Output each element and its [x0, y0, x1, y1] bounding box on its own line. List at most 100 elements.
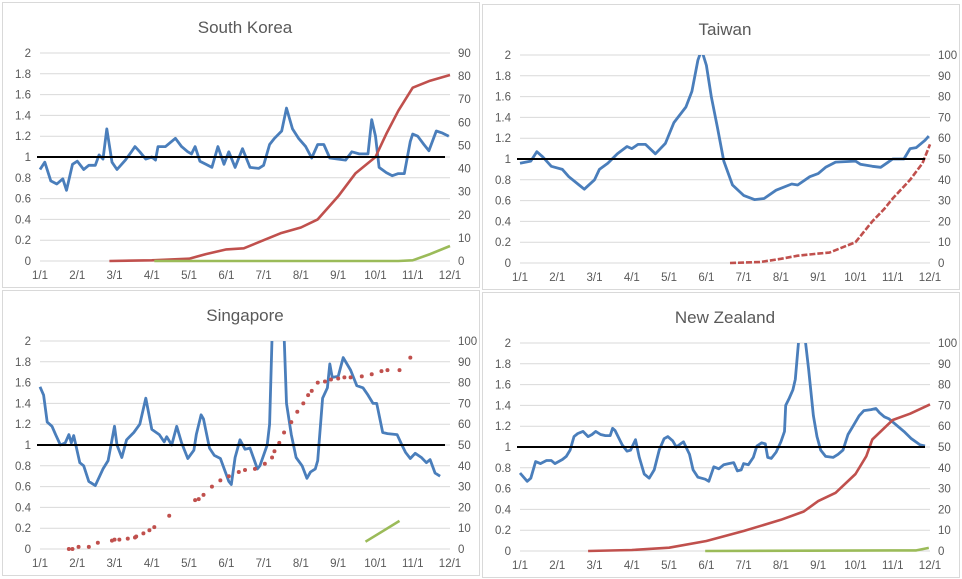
y-left-tick-label: 1.4: [15, 110, 32, 122]
chart-title: Singapore: [206, 306, 284, 325]
x-tick-label: 12/1: [919, 272, 941, 284]
x-tick-label: 3/1: [587, 272, 603, 284]
x-tick-label: 11/1: [402, 558, 424, 570]
x-tick-label: 10/1: [364, 270, 386, 282]
series-1-point: [385, 368, 390, 373]
x-tick-label: 4/1: [624, 272, 640, 284]
y-right-tick-label: 90: [458, 48, 471, 60]
y-left-tick-label: 1.2: [495, 133, 511, 145]
x-tick-label: 12/1: [919, 560, 941, 572]
x-tick-label: 9/1: [810, 560, 826, 572]
y-right-tick-label: 40: [938, 463, 951, 475]
y-left-tick-label: 1: [25, 440, 31, 452]
series-1-point: [369, 372, 374, 377]
chart-taiwan: Taiwan 0 0.2 0.4 0.6 0.8 1 1.2 1.4 1.6 1.8 2 0 10 20 30…: [482, 4, 960, 290]
series-1-point: [309, 388, 314, 393]
y-left-tick-label: 1: [25, 152, 31, 164]
y-right-tick-label: 20: [458, 210, 471, 222]
y-right-tick-label: 0: [938, 258, 944, 270]
x-tick-label: 2/1: [69, 558, 85, 570]
y-right-tick-label: 20: [938, 504, 951, 516]
y-right-tick-label: 70: [938, 112, 951, 124]
x-tick-label: 2/1: [549, 272, 565, 284]
y-right-tick-label: 30: [458, 482, 471, 494]
y-right-tick-label: 80: [458, 71, 471, 83]
x-tick-label: 3/1: [587, 560, 603, 572]
y-left-tick-label: 0.6: [15, 194, 31, 206]
y-left-tick-label: 1.2: [495, 421, 511, 433]
y-left-tick-label: 1.6: [15, 90, 31, 102]
y-left-tick-label: 0.8: [15, 173, 31, 185]
series-1-point: [301, 401, 306, 406]
y-right-tick-label: 10: [938, 237, 951, 249]
y-right-tick-label: 70: [458, 94, 471, 106]
series-1-point: [117, 537, 122, 542]
x-tick-label: 1/1: [512, 272, 528, 284]
x-tick-label: 4/1: [624, 560, 640, 572]
series-1-point: [289, 420, 294, 425]
y-right-tick-label: 50: [938, 442, 951, 454]
y-left-tick-label: 1.6: [495, 92, 511, 104]
y-right-tick-label: 100: [938, 50, 957, 62]
y-right-tick-label: 80: [458, 378, 471, 390]
y-left-tick-label: 0: [25, 544, 31, 556]
y-right-tick-label: 20: [938, 216, 951, 228]
chart-svg: New Zealand00.20.40.60.811.21.41.61.8201…: [495, 308, 957, 572]
y-right-tick-label: 100: [938, 338, 957, 350]
y-right-tick-label: 50: [458, 440, 471, 452]
y-right-tick-label: 0: [938, 546, 944, 558]
series-1-point: [306, 393, 311, 398]
y-left-tick-label: 0.4: [15, 502, 32, 514]
chart-title: South Korea: [198, 18, 293, 37]
y-left-tick-label: 1.2: [15, 419, 31, 431]
y-left-tick-label: 0.2: [495, 525, 511, 537]
series-1-point: [141, 531, 146, 536]
y-left-tick-label: 0: [505, 546, 511, 558]
y-right-tick-label: 10: [458, 233, 471, 245]
y-right-tick-label: 40: [458, 164, 471, 176]
y-left-tick-label: 1.8: [15, 69, 31, 81]
y-right-tick-label: 30: [938, 484, 951, 496]
x-tick-label: 1/1: [512, 560, 528, 572]
x-tick-label: 12/1: [439, 270, 461, 282]
y-right-tick-label: 40: [458, 461, 471, 473]
series-1-point: [226, 474, 231, 479]
y-right-tick-label: 60: [458, 419, 471, 431]
y-left-tick-label: 2: [25, 48, 31, 60]
series-1-point: [152, 525, 157, 530]
x-tick-label: 1/1: [32, 558, 48, 570]
y-right-tick-label: 90: [458, 357, 471, 369]
x-tick-label: 8/1: [773, 560, 789, 572]
series-1-point: [196, 497, 201, 502]
x-tick-label: 10/1: [844, 272, 866, 284]
plot-area: [518, 343, 931, 553]
y-left-tick-label: 1.8: [495, 71, 511, 83]
y-right-tick-label: 50: [938, 154, 951, 166]
y-left-tick-label: 1: [505, 442, 511, 454]
series-1-point: [342, 375, 347, 380]
y-right-tick-label: 80: [938, 380, 951, 392]
y-left-tick-label: 1.4: [495, 400, 512, 412]
series-1-point: [315, 380, 320, 385]
x-tick-label: 6/1: [698, 560, 714, 572]
series-1-point: [322, 379, 327, 384]
series-0-line: [518, 343, 926, 483]
x-tick-label: 7/1: [256, 558, 272, 570]
series-1-point: [76, 544, 81, 549]
chart-new-zealand: New Zealand 0 0.2 0.4 0.6 0.8 1 1.2 1.4 1.6 1.8 2 0 1…: [482, 292, 960, 578]
y-right-tick-label: 50: [458, 140, 471, 152]
series-1-point: [295, 409, 300, 414]
x-tick-label: 9/1: [810, 272, 826, 284]
x-tick-label: 7/1: [736, 560, 752, 572]
series-1-point: [252, 466, 257, 471]
series-1-point: [236, 470, 241, 475]
series-1-point: [270, 455, 275, 460]
series-1-point: [125, 536, 130, 541]
y-right-tick-label: 60: [938, 421, 951, 433]
chart-svg: South Korea00.20.40.60.811.21.41.61.8201…: [15, 18, 471, 282]
y-right-tick-label: 70: [938, 400, 951, 412]
y-left-tick-label: 2: [25, 336, 31, 348]
x-tick-label: 8/1: [773, 272, 789, 284]
plot-area: [38, 341, 441, 551]
y-left-tick-label: 1.4: [15, 398, 32, 410]
